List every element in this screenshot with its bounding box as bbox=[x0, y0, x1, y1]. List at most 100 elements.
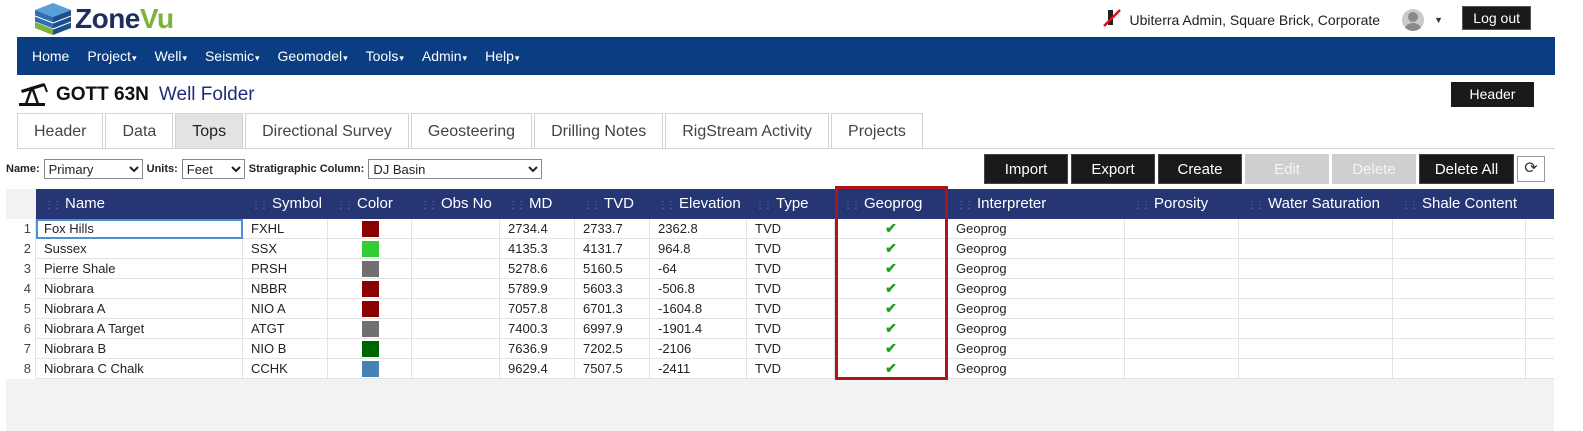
nav-well[interactable]: Well▾ bbox=[154, 48, 187, 64]
cell-porosity[interactable] bbox=[1125, 219, 1239, 239]
cell-geoprog[interactable]: ✔ bbox=[835, 239, 948, 259]
cell-water-saturation[interactable] bbox=[1239, 339, 1393, 359]
cell-color[interactable] bbox=[328, 219, 412, 239]
cell-tvd[interactable]: 4131.7 bbox=[575, 239, 650, 259]
cell-name[interactable]: Fox Hills bbox=[36, 219, 243, 239]
cell-obs[interactable] bbox=[412, 359, 500, 379]
cell-tvd[interactable]: 5160.5 bbox=[575, 259, 650, 279]
column-header-shale-content[interactable]: ⋮⋮ Shale Content bbox=[1393, 189, 1526, 219]
cell-elev[interactable]: -2106 bbox=[650, 339, 747, 359]
cell-obs[interactable] bbox=[412, 319, 500, 339]
cell-obs[interactable] bbox=[412, 259, 500, 279]
color-swatch[interactable] bbox=[362, 361, 379, 377]
cell-water-saturation[interactable] bbox=[1239, 299, 1393, 319]
cell-geoprog[interactable]: ✔ bbox=[835, 279, 948, 299]
cell-elev[interactable]: 964.8 bbox=[650, 239, 747, 259]
cell-interp[interactable]: Geoprog bbox=[948, 239, 1125, 259]
tab-tops[interactable]: Tops bbox=[175, 113, 244, 149]
cell-md[interactable]: 7636.9 bbox=[500, 339, 575, 359]
cell-porosity[interactable] bbox=[1125, 339, 1239, 359]
chevron-down-icon[interactable]: ▼ bbox=[1434, 14, 1443, 25]
cell-elev[interactable]: -506.8 bbox=[650, 279, 747, 299]
cell-elev[interactable]: -1901.4 bbox=[650, 319, 747, 339]
cell-color[interactable] bbox=[328, 239, 412, 259]
cell-color[interactable] bbox=[328, 279, 412, 299]
color-swatch[interactable] bbox=[362, 321, 379, 337]
cell-color[interactable] bbox=[328, 259, 412, 279]
cell-interp[interactable]: Geoprog bbox=[948, 279, 1125, 299]
cell-tvd[interactable]: 2733.7 bbox=[575, 219, 650, 239]
cell-type[interactable]: TVD bbox=[747, 239, 835, 259]
cell-obs[interactable] bbox=[412, 339, 500, 359]
cell-elev[interactable]: 2362.8 bbox=[650, 219, 747, 239]
cell-porosity[interactable] bbox=[1125, 279, 1239, 299]
cell-interp[interactable]: Geoprog bbox=[948, 219, 1125, 239]
cell-geoprog[interactable]: ✔ bbox=[835, 339, 948, 359]
cell-name[interactable]: Niobrara bbox=[36, 279, 243, 299]
column-header-obs-no[interactable]: ⋮⋮ Obs No bbox=[412, 189, 500, 219]
cell-type[interactable]: TVD bbox=[747, 299, 835, 319]
nav-project[interactable]: Project▾ bbox=[87, 48, 136, 64]
cell-water-saturation[interactable] bbox=[1239, 279, 1393, 299]
table-row[interactable]: 1 Fox Hills FXHL 2734.4 2733.7 2362.8 TVD ✔ Geop… bbox=[6, 219, 1554, 239]
table-row[interactable]: 2 Sussex SSX 4135.3 4131.7 964.8 TVD ✔ Geoprog bbox=[6, 239, 1554, 259]
cell-md[interactable]: 7400.3 bbox=[500, 319, 575, 339]
cell-name[interactable]: Sussex bbox=[36, 239, 243, 259]
cell-water-saturation[interactable] bbox=[1239, 319, 1393, 339]
column-header-name[interactable]: ⋮⋮ Name bbox=[36, 189, 243, 219]
drag-handle-icon[interactable]: ⋮⋮ bbox=[44, 200, 62, 211]
tab-data[interactable]: Data bbox=[105, 113, 174, 149]
cell-elev[interactable]: -64 bbox=[650, 259, 747, 279]
color-swatch[interactable] bbox=[362, 301, 379, 317]
tab-header[interactable]: Header bbox=[17, 113, 104, 149]
color-swatch[interactable] bbox=[362, 341, 379, 357]
tab-directional-survey[interactable]: Directional Survey bbox=[245, 113, 409, 149]
column-header-porosity[interactable]: ⋮⋮ Porosity bbox=[1125, 189, 1239, 219]
cell-color[interactable] bbox=[328, 299, 412, 319]
cell-water-saturation[interactable] bbox=[1239, 259, 1393, 279]
cell-elev[interactable]: -1604.8 bbox=[650, 299, 747, 319]
cell-tvd[interactable]: 7202.5 bbox=[575, 339, 650, 359]
edit-button[interactable]: Edit bbox=[1245, 154, 1329, 184]
cell-symbol[interactable]: PRSH bbox=[243, 259, 328, 279]
cell-type[interactable]: TVD bbox=[747, 339, 835, 359]
color-swatch[interactable] bbox=[362, 241, 379, 257]
import-button[interactable]: Import bbox=[984, 154, 1068, 184]
cell-md[interactable]: 5278.6 bbox=[500, 259, 575, 279]
column-header-interpreter[interactable]: ⋮⋮ Interpreter bbox=[948, 189, 1125, 219]
cell-type[interactable]: TVD bbox=[747, 359, 835, 379]
avatar[interactable] bbox=[1402, 8, 1425, 31]
cell-interp[interactable]: Geoprog bbox=[948, 299, 1125, 319]
table-row[interactable]: 4 Niobrara NBBR 5789.9 5603.3 -506.8 TVD ✔ Geopr… bbox=[6, 279, 1554, 299]
nav-tools[interactable]: Tools▾ bbox=[366, 48, 404, 64]
table-row[interactable]: 3 Pierre Shale PRSH 5278.6 5160.5 -64 TVD ✔ Geop… bbox=[6, 259, 1554, 279]
drag-handle-icon[interactable]: ⋮⋮ bbox=[508, 200, 526, 211]
color-swatch[interactable] bbox=[362, 261, 379, 277]
drag-handle-icon[interactable]: ⋮⋮ bbox=[420, 200, 438, 211]
cell-shale-content[interactable] bbox=[1393, 259, 1526, 279]
cell-obs[interactable] bbox=[412, 299, 500, 319]
drag-handle-icon[interactable]: ⋮⋮ bbox=[336, 200, 354, 211]
cell-geoprog[interactable]: ✔ bbox=[835, 319, 948, 339]
drag-handle-icon[interactable]: ⋮⋮ bbox=[755, 200, 773, 211]
column-header-color[interactable]: ⋮⋮ Color bbox=[328, 189, 412, 219]
strat-column-select[interactable]: DJ Basin bbox=[368, 159, 543, 179]
cell-md[interactable]: 7057.8 bbox=[500, 299, 575, 319]
cell-porosity[interactable] bbox=[1125, 319, 1239, 339]
nav-geomodel[interactable]: Geomodel▾ bbox=[278, 48, 348, 64]
table-row[interactable]: 5 Niobrara A NIO A 7057.8 6701.3 -1604.8 TVD ✔ G… bbox=[6, 299, 1554, 319]
cell-symbol[interactable]: FXHL bbox=[243, 219, 328, 239]
color-swatch[interactable] bbox=[362, 281, 379, 297]
cell-interp[interactable]: Geoprog bbox=[948, 339, 1125, 359]
cell-porosity[interactable] bbox=[1125, 299, 1239, 319]
nav-home[interactable]: Home bbox=[32, 48, 69, 64]
cell-shale-content[interactable] bbox=[1393, 359, 1526, 379]
table-row[interactable]: 8 Niobrara C Chalk CCHK 9629.4 7507.5 -2411 TV… bbox=[6, 359, 1554, 379]
column-header-md[interactable]: ⋮⋮ MD bbox=[500, 189, 575, 219]
drag-handle-icon[interactable]: ⋮⋮ bbox=[956, 200, 974, 211]
cell-tvd[interactable]: 6701.3 bbox=[575, 299, 650, 319]
cell-name[interactable]: Niobrara A bbox=[36, 299, 243, 319]
cell-shale-content[interactable] bbox=[1393, 239, 1526, 259]
column-header-type[interactable]: ⋮⋮ Type bbox=[747, 189, 835, 219]
cell-interp[interactable]: Geoprog bbox=[948, 259, 1125, 279]
